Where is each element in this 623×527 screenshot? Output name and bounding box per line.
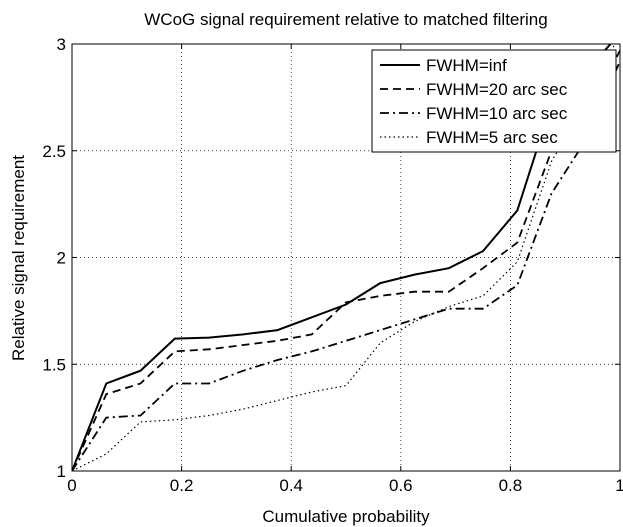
x-tick-label: 0.2 (170, 476, 194, 495)
x-tick-label: 0.8 (499, 476, 523, 495)
y-tick-label: 1 (57, 462, 66, 481)
series-line (72, 60, 620, 471)
legend-label: FWHM=inf (426, 56, 507, 75)
axis-ticks: 0 0.2 0.4 0.6 0.8 1 1 1.5 2 2.5 3 (42, 35, 623, 495)
legend-label: FWHM=10 arc sec (426, 104, 568, 123)
y-tick-label: 3 (57, 35, 66, 54)
x-tick-label: 0.4 (279, 476, 303, 495)
legend-box (371, 49, 617, 153)
x-tick-label: 1 (615, 476, 623, 495)
x-tick-label: 0.6 (389, 476, 413, 495)
series-lines (72, 44, 620, 471)
series-line (72, 44, 616, 471)
x-tick-label: 0 (67, 476, 76, 495)
legend: FWHM=inf FWHM=20 arc sec FWHM=10 arc sec FW… (371, 49, 617, 153)
legend-label: FWHM=20 arc sec (426, 80, 568, 99)
y-tick-label: 2 (57, 249, 66, 268)
y-axis-label: Relative signal requirement (9, 155, 28, 361)
chart-title: WCoG signal requirement relative to matc… (144, 10, 547, 29)
y-tick-label: 2.5 (42, 142, 66, 161)
series-line (72, 44, 612, 471)
series-line (72, 49, 620, 471)
x-axis-label: Cumulative probability (262, 507, 430, 526)
y-tick-label: 1.5 (42, 355, 66, 374)
legend-label: FWHM=5 arc sec (426, 128, 558, 147)
